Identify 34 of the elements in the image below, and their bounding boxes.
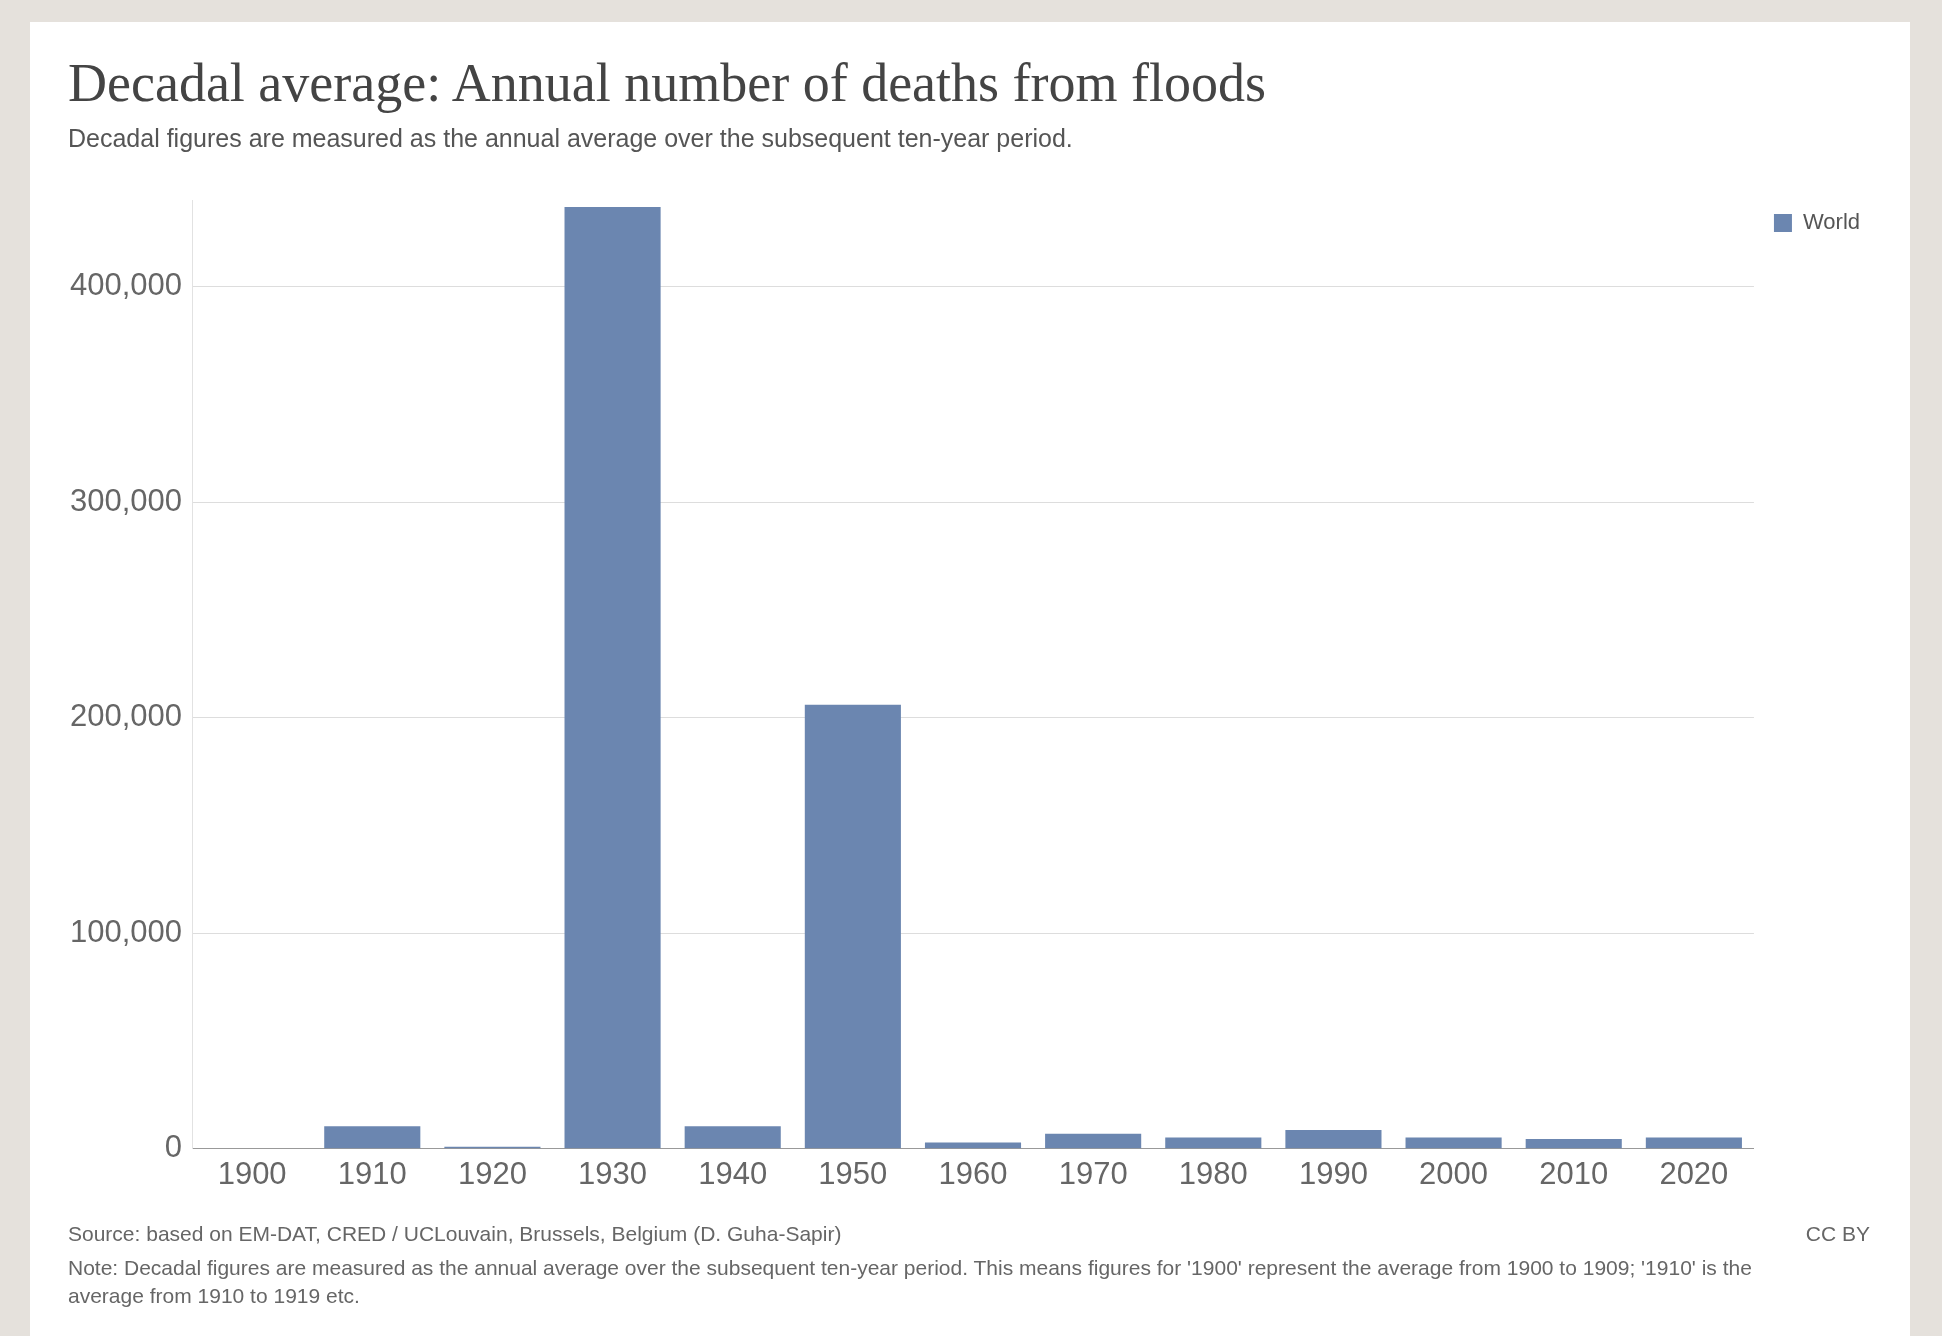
x-tick-label: 1990 xyxy=(1298,1155,1368,1191)
bar xyxy=(1285,1130,1382,1149)
x-tick-label: 2020 xyxy=(1659,1155,1729,1191)
x-tick-label: 1930 xyxy=(578,1155,648,1191)
x-tick-label: 1950 xyxy=(818,1155,888,1191)
text: Note: Decadal figures are measured as the annual average over the subsequent ten-year period. This means figures for '1900' represent the average from 1900 to 1909; '1910' is the average from 1910 to 1919 etc. xyxy=(68,1255,1753,1309)
y-tick-label: 100,000 xyxy=(69,913,183,949)
bar xyxy=(1645,1137,1742,1149)
chart-title: Decadal average: Annual number of deaths from floods xyxy=(68,52,1267,114)
x-tick-label: 1920 xyxy=(457,1155,527,1191)
y-tick-label: 300,000 xyxy=(69,482,183,518)
chart-subtitle: Decadal figures are measured as the annual average over the subsequent ten-year period. xyxy=(68,124,1073,153)
legend-label: World xyxy=(1802,209,1861,235)
x-tick-label: 2010 xyxy=(1539,1155,1609,1191)
source-note: Source: based on EM-DAT, CRED / UCLouvain, Brussels, Belgium (D. Guha-Sapir) xyxy=(68,1222,842,1246)
x-tick-label: 1940 xyxy=(698,1155,768,1191)
bar xyxy=(684,1126,781,1149)
x-tick-label: 1900 xyxy=(217,1155,287,1191)
x-tick-label: 1970 xyxy=(1058,1155,1128,1191)
bar xyxy=(1405,1137,1502,1149)
x-tick-label: 1980 xyxy=(1178,1155,1248,1191)
bar xyxy=(1045,1133,1142,1149)
x-tick-label: 1960 xyxy=(938,1155,1008,1191)
x-tick-label: 2000 xyxy=(1419,1155,1489,1191)
bar xyxy=(1165,1137,1262,1149)
bar xyxy=(324,1126,421,1149)
x-tick-label: 1910 xyxy=(337,1155,407,1191)
y-tick-label: 200,000 xyxy=(69,698,183,734)
bar xyxy=(564,207,661,1149)
text: CC BY xyxy=(1805,1222,1870,1246)
y-tick-label: 400,000 xyxy=(69,267,183,303)
bar xyxy=(1525,1138,1622,1149)
bar xyxy=(804,704,901,1149)
y-tick-label: 0 xyxy=(164,1129,183,1165)
